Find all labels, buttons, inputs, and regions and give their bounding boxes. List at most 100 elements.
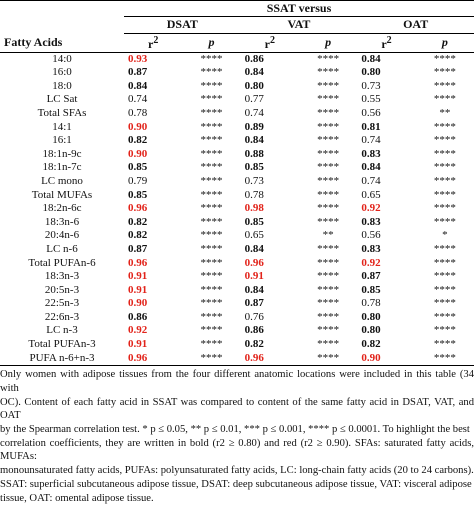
super-header: SSAT versus	[124, 0, 474, 17]
r2-value-oat: 0.87	[361, 270, 381, 283]
r2-value-vat: 0.88	[244, 147, 264, 160]
p-value-dsat: ****	[200, 147, 223, 160]
table-row: LC n-6 0.87 **** 0.84 **** 0.83 ****	[0, 243, 474, 257]
r2-value-oat: 0.84	[361, 52, 381, 65]
p-value-vat: ****	[317, 134, 340, 147]
p-value-vat: ****	[317, 297, 340, 310]
fatty-acid-name: 18:3n-6	[44, 215, 80, 228]
table-row: Total PUFAn-6 0.96 **** 0.96 **** 0.92 ****	[0, 257, 474, 271]
p-value-vat: ****	[317, 161, 340, 174]
p-value-oat: ****	[433, 66, 456, 79]
r2-value-dsat: 0.82	[128, 134, 148, 147]
r2-value-dsat: 0.86	[128, 310, 148, 323]
p-value-oat: ****	[433, 324, 456, 337]
r2-value-oat: 0.74	[361, 174, 381, 187]
p-value-dsat: ****	[200, 297, 223, 310]
r2-value-oat: 0.80	[361, 310, 381, 323]
r2-value-vat: 0.80	[244, 79, 264, 92]
r2-value-dsat: 0.82	[128, 215, 148, 228]
fatty-acid-name: 18:3n-3	[44, 270, 80, 283]
p-value-vat: ****	[317, 66, 340, 79]
p-value-oat: ****	[433, 79, 456, 92]
footnote-line: OC). Content of each fatty acid in SSAT …	[0, 396, 474, 422]
p-value-dsat: ****	[200, 270, 223, 283]
table-body: 14:0 0.93 **** 0.86 **** 0.84 **** 16:0 0.87 ****…	[0, 52, 474, 367]
r2-value-vat: 0.96	[240, 351, 299, 367]
correlation-table: SSAT versus DSAT VAT OAT Fatty Acids r2 …	[0, 0, 474, 367]
fatty-acid-name: LC n-3	[46, 324, 78, 337]
p-header-dsat: p	[182, 33, 241, 53]
p-value-dsat: ****	[200, 324, 223, 337]
p-value-dsat: ****	[200, 79, 223, 92]
table-row: 16:1 0.82 **** 0.84 **** 0.74 ****	[0, 134, 474, 148]
r2-value-dsat: 0.91	[128, 283, 148, 296]
p-value-oat: ****	[433, 215, 456, 228]
r2-value-dsat: 0.82	[128, 229, 148, 242]
fatty-acid-name: 20:4n-6	[44, 229, 80, 242]
r2-value-oat: 0.90	[357, 351, 416, 367]
p-value-oat: ****	[433, 120, 456, 133]
table-row: 14:0 0.93 **** 0.86 **** 0.84 ****	[0, 52, 474, 66]
p-value-vat: ****	[317, 215, 340, 228]
r2-value-oat: 0.80	[361, 66, 381, 79]
p-value-oat: ****	[433, 270, 456, 283]
p-value-dsat: ****	[200, 66, 223, 79]
r2-value-dsat: 0.84	[128, 79, 148, 92]
r2-value-vat: 0.78	[244, 188, 264, 201]
p-value-vat: ****	[317, 174, 340, 187]
r2-value-oat: 0.82	[361, 338, 381, 351]
group-header-oat: OAT	[357, 16, 474, 34]
p-value-vat: ****	[317, 256, 340, 269]
p-value-oat: ****	[433, 174, 456, 187]
r2-value-oat: 0.83	[361, 242, 381, 255]
r2-value-dsat: 0.90	[128, 297, 148, 310]
r2-value-oat: 0.83	[361, 215, 381, 228]
fatty-acid-name: Total PUFAn-6	[28, 256, 96, 269]
r2-value-vat: 0.96	[244, 256, 264, 269]
r2-value-vat: 0.85	[244, 215, 264, 228]
table-row: LC n-3 0.92 **** 0.86 **** 0.80 ****	[0, 324, 474, 338]
p-value-dsat: ****	[182, 351, 241, 367]
p-value-dsat: ****	[200, 134, 223, 147]
fatty-acid-name: Total SFAs	[37, 106, 87, 119]
fatty-acid-name: 18:0	[52, 79, 72, 92]
r2-value-oat: 0.85	[361, 283, 381, 296]
group-header-dsat: DSAT	[124, 16, 241, 34]
p-value-dsat: ****	[200, 229, 223, 242]
p-value-vat: ****	[317, 93, 340, 106]
table-row: 18:1n-7c 0.85 **** 0.85 **** 0.84 ****	[0, 161, 474, 175]
r2-value-dsat: 0.90	[128, 120, 148, 133]
footnote-line: by the Spearman correlation test. * p ≤ …	[0, 424, 470, 436]
table-row: 18:1n-9c 0.90 **** 0.88 **** 0.83 ****	[0, 148, 474, 162]
fatty-acids-header: Fatty Acids	[0, 33, 124, 53]
fatty-acid-name: 14:0	[52, 52, 72, 65]
fatty-acid-name: Total PUFAn-3	[28, 338, 96, 351]
p-value-oat: ****	[433, 338, 456, 351]
fatty-acid-name: LC n-6	[46, 242, 78, 255]
r2-value-dsat: 0.91	[128, 270, 148, 283]
r2-value-dsat: 0.78	[128, 106, 148, 119]
p-value-oat: ****	[433, 93, 456, 106]
r2-value-dsat: 0.92	[128, 324, 148, 337]
fatty-acid-name: 16:1	[52, 134, 72, 147]
r2-value-dsat: 0.96	[128, 256, 148, 269]
fatty-acid-name: 18:1n-9c	[42, 147, 82, 160]
r2-value-vat: 0.84	[244, 283, 264, 296]
r2-value-dsat: 0.91	[128, 338, 148, 351]
p-value-vat: ****	[317, 242, 340, 255]
r2-value-dsat: 0.87	[128, 242, 148, 255]
r2-value-vat: 0.76	[244, 310, 264, 323]
r2-value-oat: 0.73	[361, 79, 381, 92]
p-value-oat: ****	[433, 134, 456, 147]
table-row: Total PUFAn-3 0.91 **** 0.82 **** 0.82 ****	[0, 338, 474, 352]
r2-value-dsat: 0.96	[124, 351, 183, 367]
r2-value-vat: 0.73	[244, 174, 264, 187]
p-value-oat: ****	[433, 297, 456, 310]
r2-value-vat: 0.74	[244, 106, 264, 119]
r2-value-vat: 0.84	[244, 134, 264, 147]
r2-value-dsat: 0.74	[128, 93, 148, 106]
p-value-dsat: ****	[200, 106, 223, 119]
p-value-vat: ****	[317, 324, 340, 337]
p-value-dsat: ****	[200, 283, 223, 296]
